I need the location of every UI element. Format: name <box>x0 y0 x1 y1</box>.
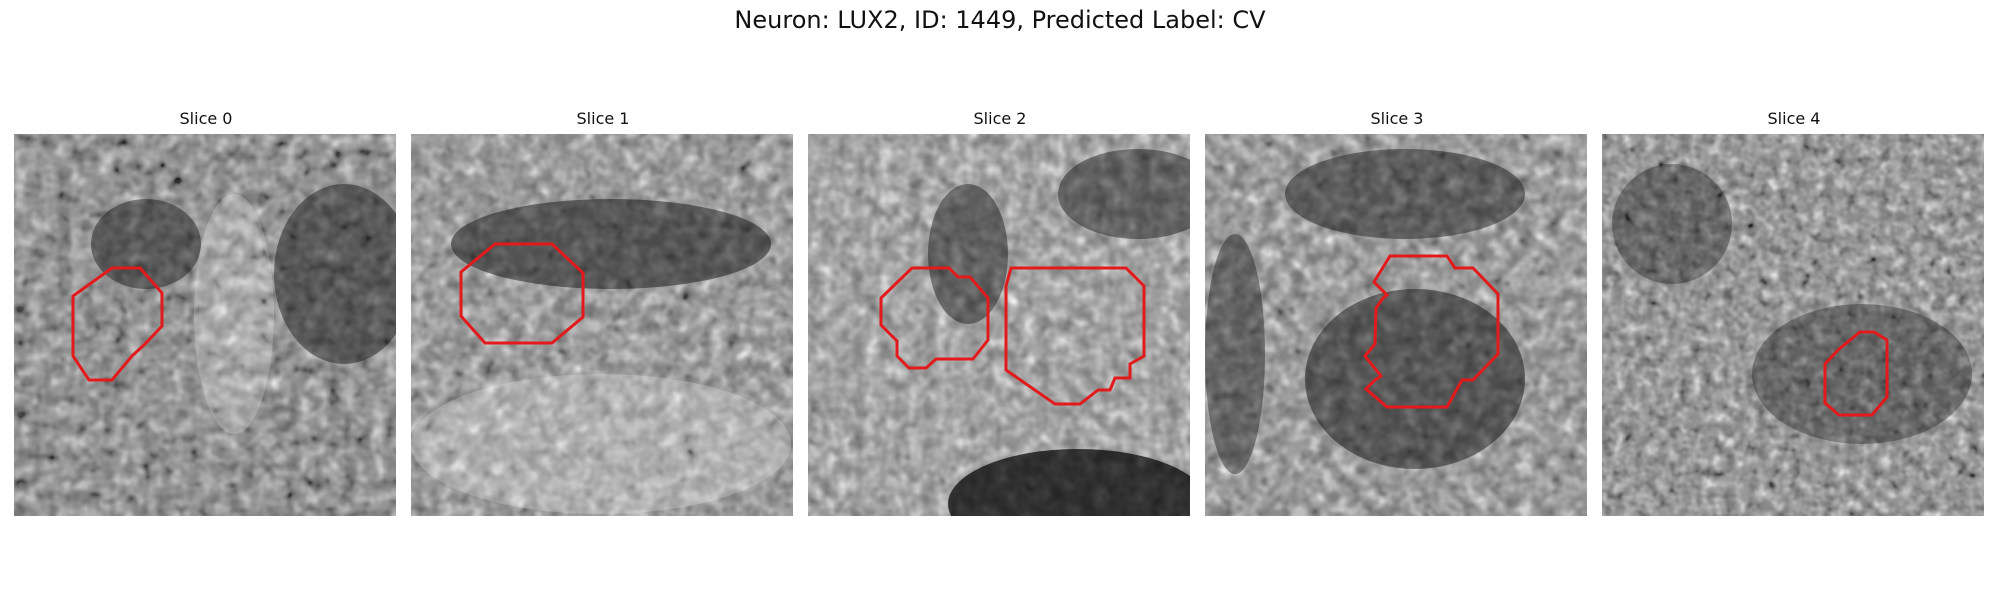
slice-image <box>808 134 1190 516</box>
slice-panel-3: Slice 3 <box>1205 108 1589 516</box>
slice-panel-1: Slice 1 <box>411 108 795 516</box>
slice-image <box>14 134 396 516</box>
roi-contour <box>71 266 164 382</box>
figure-title: Neuron: LUX2, ID: 1449, Predicted Label:… <box>734 6 1266 34</box>
roi-contour <box>1823 330 1889 417</box>
slice-panel-4: Slice 4 <box>1602 108 1986 516</box>
slice-image <box>1602 134 1984 516</box>
roi-contour <box>1004 266 1146 406</box>
slice-title: Slice 2 <box>973 109 1027 128</box>
slice-image <box>411 134 793 516</box>
roi-contour <box>879 266 990 370</box>
slice-title: Slice 1 <box>576 109 630 128</box>
slice-panel-0: Slice 0 <box>14 108 398 516</box>
roi-contour <box>1363 254 1500 409</box>
slice-title: Slice 4 <box>1767 109 1821 128</box>
roi-contour <box>459 242 585 345</box>
slice-image <box>1205 134 1587 516</box>
slice-title: Slice 0 <box>179 109 233 128</box>
slice-title: Slice 3 <box>1370 109 1424 128</box>
slice-panel-2: Slice 2 <box>808 108 1192 516</box>
